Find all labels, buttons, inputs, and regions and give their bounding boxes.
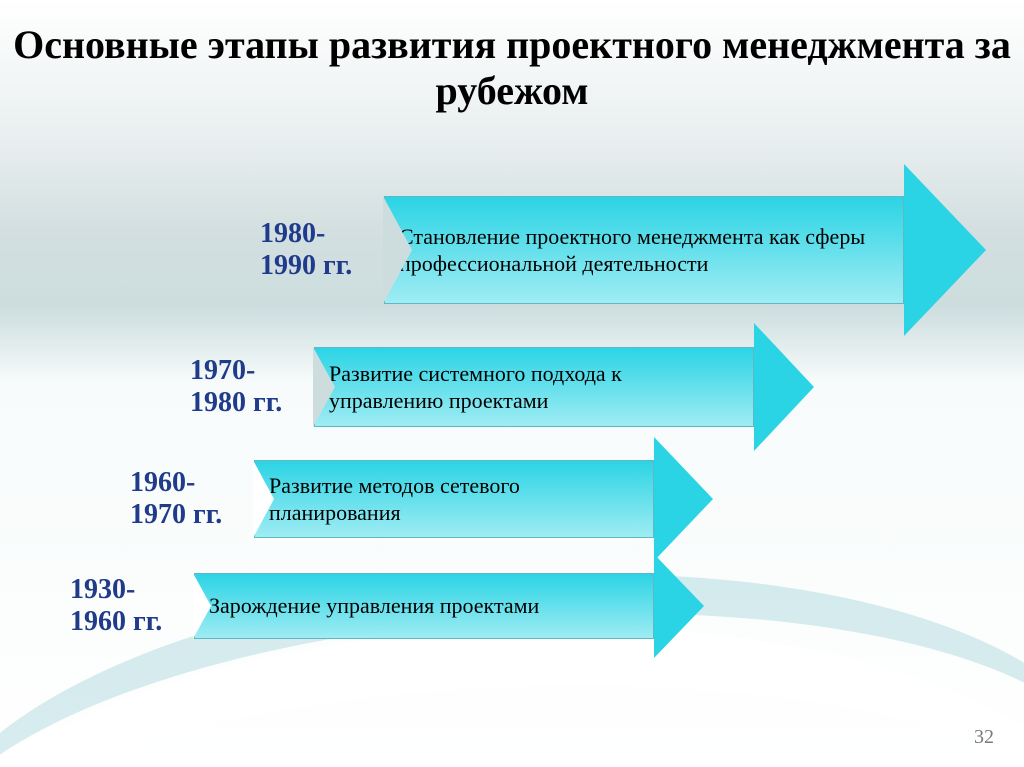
stage-row: 1970- 1980 гг.Развитие системного подход… bbox=[190, 347, 754, 427]
stage-label: Развитие методов сетевого планирования bbox=[254, 460, 654, 538]
stage-arrow: Становление проектного менеджмента как с… bbox=[384, 196, 904, 304]
arrow-head-icon bbox=[654, 554, 704, 658]
arrow-tail-icon bbox=[193, 573, 211, 639]
arrow-head-icon bbox=[654, 437, 713, 561]
page-title: Основные этапы развития проектного менед… bbox=[0, 22, 1024, 114]
stage-row: 1980- 1990 гг.Становление проектного мен… bbox=[260, 196, 904, 304]
arrow-head-icon bbox=[904, 164, 986, 336]
page-number: 32 bbox=[974, 726, 994, 749]
stage-label: Зарождение управления проектами bbox=[194, 573, 654, 639]
arrow-tail-icon bbox=[383, 196, 412, 304]
stage-period: 1960- 1970 гг. bbox=[130, 467, 240, 531]
stage-row: 1930- 1960 гг.Зарождение управления прое… bbox=[70, 573, 654, 639]
arrow-tail-icon bbox=[313, 347, 335, 427]
stage-arrow: Развитие системного подхода к управлению… bbox=[314, 347, 754, 427]
arrow-head-icon bbox=[754, 323, 814, 451]
decorative-swoosh bbox=[0, 536, 1024, 767]
stage-label: Развитие системного подхода к управлению… bbox=[314, 347, 754, 427]
stage-period: 1970- 1980 гг. bbox=[190, 355, 300, 419]
arrow-tail-icon bbox=[253, 460, 274, 538]
stage-period: 1980- 1990 гг. bbox=[260, 218, 370, 282]
stage-label: Становление проектного менеджмента как с… bbox=[384, 196, 904, 304]
stage-period: 1930- 1960 гг. bbox=[70, 574, 180, 638]
stage-row: 1960- 1970 гг.Развитие методов сетевого … bbox=[130, 460, 654, 538]
stage-arrow: Развитие методов сетевого планирования bbox=[254, 460, 654, 538]
slide: Основные этапы развития проектного менед… bbox=[0, 0, 1024, 767]
stage-arrow: Зарождение управления проектами bbox=[194, 573, 654, 639]
